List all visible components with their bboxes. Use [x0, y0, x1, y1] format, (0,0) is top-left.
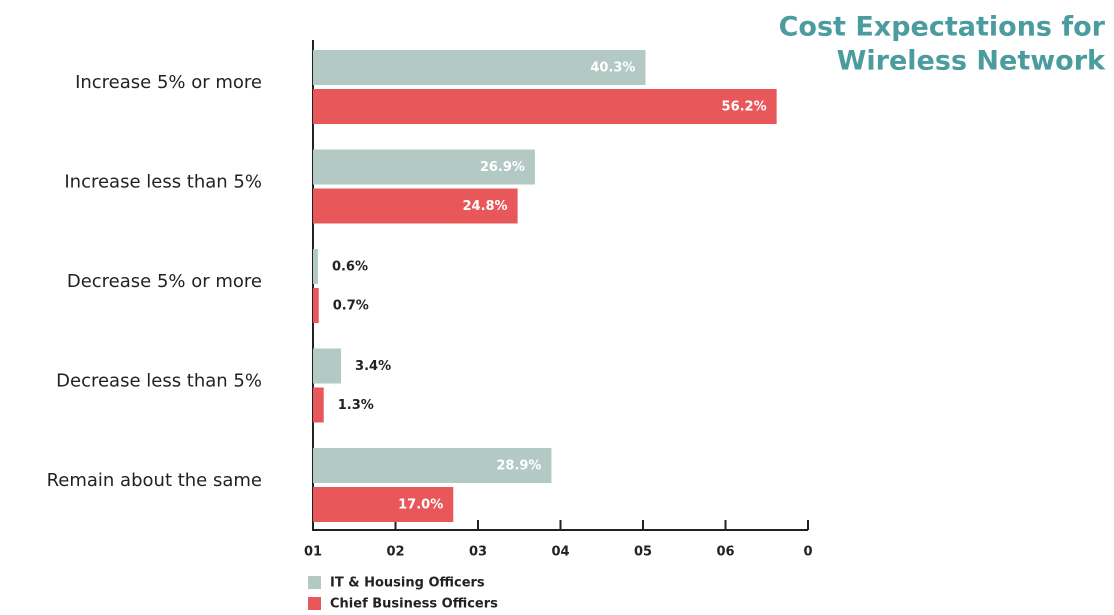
x-tick-label: 06 — [716, 545, 734, 560]
x-tick-label: 04 — [551, 545, 569, 560]
bar — [313, 89, 777, 124]
x-tick-label: 01 — [304, 545, 322, 560]
bar — [313, 487, 454, 522]
bar — [313, 387, 324, 423]
chart-title: Wireless Network — [837, 46, 1106, 77]
chart-title: Cost Expectations for — [779, 12, 1106, 43]
x-tick-label: 02 — [386, 545, 404, 560]
category-label: Remain about the same — [47, 470, 262, 491]
value-label: 3.4% — [355, 359, 391, 374]
x-tick-label: 05 — [634, 545, 652, 560]
category-label: Increase 5% or more — [75, 72, 262, 93]
bar — [313, 448, 552, 483]
legend-swatch — [308, 597, 321, 610]
value-label: 0.7% — [333, 299, 369, 314]
bar — [313, 188, 518, 224]
value-label: 26.9% — [480, 160, 525, 175]
bar — [313, 50, 646, 85]
legend-swatch — [308, 576, 321, 589]
bar — [313, 348, 342, 384]
value-label: 24.8% — [462, 199, 507, 214]
bar — [313, 249, 318, 284]
value-label: 56.2% — [722, 100, 767, 115]
category-label: Decrease 5% or more — [67, 271, 262, 292]
legend-label: IT & Housing Officers — [330, 576, 485, 591]
value-label: 28.9% — [496, 459, 541, 474]
bar — [313, 288, 319, 323]
legend-label: Chief Business Officers — [330, 597, 498, 612]
value-label: 17.0% — [398, 498, 443, 513]
category-label: Increase less than 5% — [64, 172, 262, 193]
x-tick-label: 03 — [469, 545, 487, 560]
value-label: 40.3% — [590, 61, 635, 76]
x-tick-label: 0 — [803, 545, 812, 560]
value-label: 0.6% — [332, 260, 368, 275]
category-label: Decrease less than 5% — [56, 371, 262, 392]
value-label: 1.3% — [338, 398, 374, 413]
bar — [313, 149, 535, 185]
